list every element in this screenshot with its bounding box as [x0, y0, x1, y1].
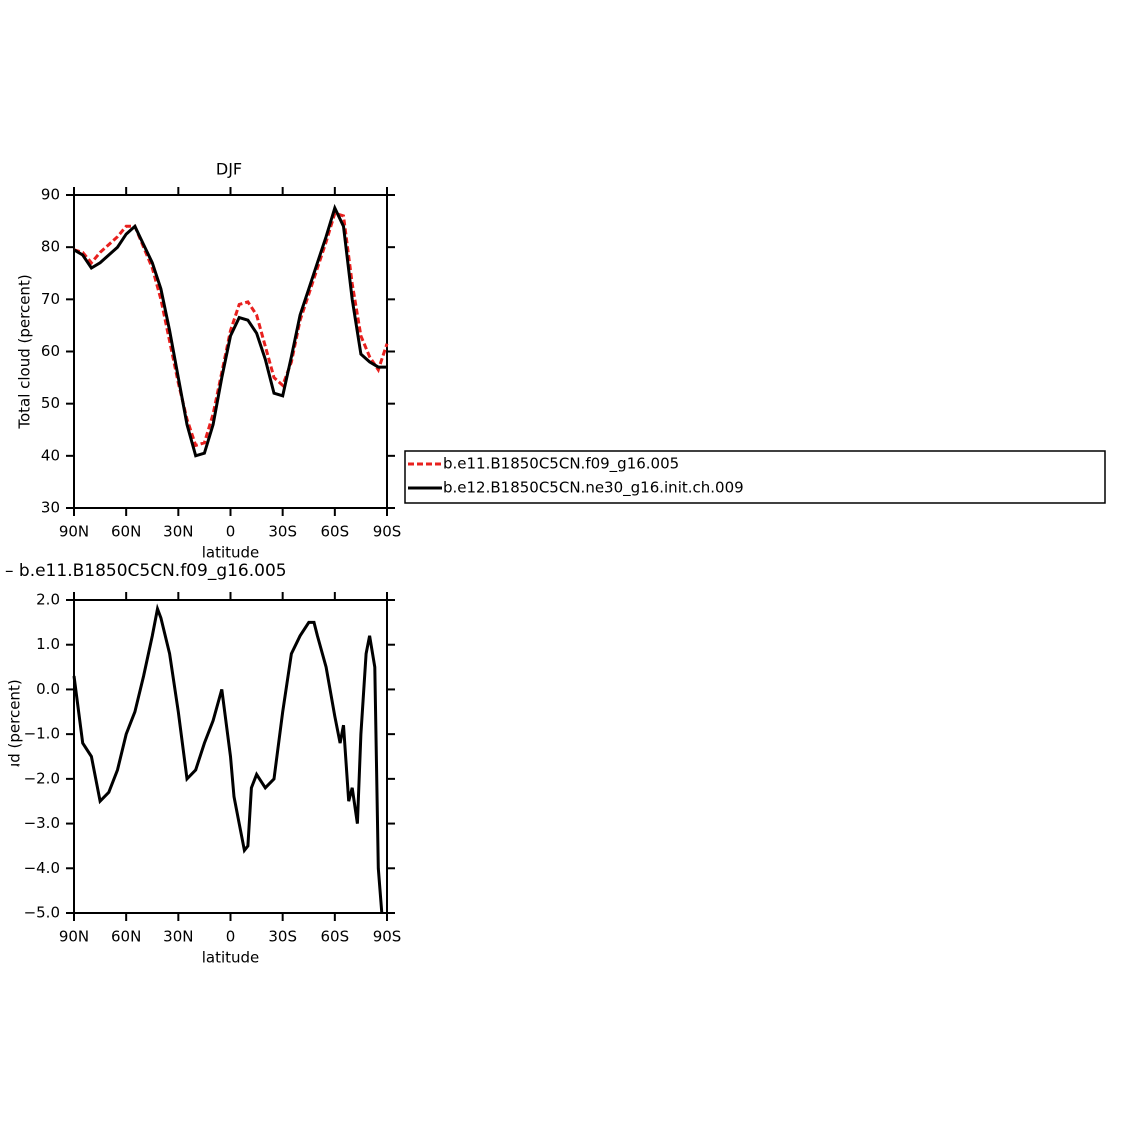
y-tick-label: 1.0: [36, 635, 60, 653]
y-tick-label: 80: [41, 238, 60, 256]
x-tick-label: 0: [226, 928, 236, 946]
x-tick-label: 90N: [59, 928, 89, 946]
y-tick-label: 70: [41, 290, 60, 308]
x-tick-label: 30S: [268, 928, 297, 946]
x-tick-label: 60N: [111, 928, 141, 946]
x-tick-label: 90S: [373, 928, 402, 946]
data-line: [72, 603, 384, 914]
data-line: [73, 211, 389, 448]
y-tick-label: −1.0: [24, 725, 60, 743]
x-tick-label: 60S: [321, 928, 350, 946]
x-tick-label: 30N: [163, 928, 193, 946]
legend-box: [404, 450, 1106, 504]
x-tick-label: 90S: [373, 523, 402, 541]
y-tick-label: 60: [41, 342, 60, 360]
y-tick-label: 2.0: [36, 591, 60, 609]
legend-label: b.e11.B1850C5CN.f09_g16.005: [443, 455, 679, 474]
x-tick-label: 0: [226, 523, 236, 541]
x-tick-label: 30N: [163, 523, 193, 541]
y-tick-label: 30: [41, 499, 60, 517]
y-tick-label: −3.0: [24, 814, 60, 832]
y-tick-label: 50: [41, 394, 60, 412]
y-axis-label: Total cloud (percent): [16, 274, 34, 429]
chart-title: – b.e11.B1850C5CN.f09_g16.005: [5, 561, 287, 581]
y-tick-label: −5.0: [24, 904, 60, 922]
x-axis-label: latitude: [202, 544, 260, 562]
plot-frame: [73, 194, 388, 509]
y-tick-label: −2.0: [24, 769, 60, 787]
plot-frame: [73, 599, 388, 914]
legend-label: b.e12.B1850C5CN.ne30_g16.init.ch.009: [443, 479, 744, 498]
x-axis-label: latitude: [202, 949, 260, 967]
y-tick-label: 0.0: [36, 680, 60, 698]
x-tick-label: 60S: [321, 523, 350, 541]
x-tick-label: 60N: [111, 523, 141, 541]
x-tick-label: 30S: [268, 523, 297, 541]
y-tick-label: −4.0: [24, 859, 60, 877]
data-line: [73, 203, 387, 458]
y-tick-label: 40: [41, 446, 60, 464]
chart-title: DJF: [216, 160, 242, 179]
x-tick-label: 90N: [59, 523, 89, 541]
y-axis-label: Total cloud (percent): [6, 679, 24, 834]
y-tick-label: 90: [41, 186, 60, 204]
